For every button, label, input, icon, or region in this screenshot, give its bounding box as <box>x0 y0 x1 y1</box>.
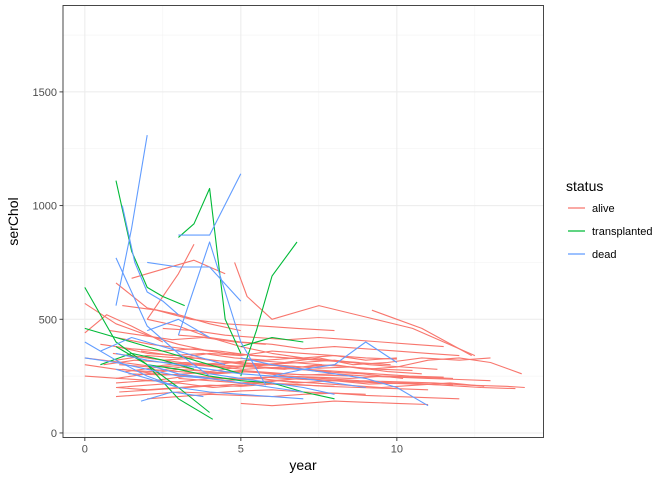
series-line-alive <box>122 305 335 332</box>
series-line-dead <box>147 261 242 302</box>
series-line-alive <box>115 350 397 361</box>
series-line-dead <box>147 318 210 338</box>
series-line-alive <box>84 357 404 379</box>
legend: status alive transplanted dead <box>566 178 653 261</box>
series-line-transplanted <box>178 187 242 354</box>
series-line-dead <box>271 341 398 377</box>
x-tick-label: 10 <box>391 444 403 456</box>
legend-title: status <box>566 178 603 194</box>
series-line-alive <box>234 262 476 357</box>
series-line-alive <box>147 392 460 400</box>
series-line-dead <box>115 368 304 400</box>
legend-label-dead: dead <box>592 249 616 261</box>
series-line-transplanted <box>240 336 304 348</box>
series-line-alive <box>100 343 351 364</box>
series-line-alive <box>84 314 164 343</box>
plot-border <box>62 5 544 438</box>
series-line-alive <box>84 302 210 352</box>
series-line-alive <box>240 400 429 407</box>
y-axis-title: serChol <box>5 197 21 245</box>
series-line-transplanted <box>240 241 298 377</box>
series-line-dead <box>209 373 335 395</box>
series-line-alive <box>115 375 454 384</box>
x-tick-label: 5 <box>238 444 244 456</box>
series-line-dead <box>140 391 204 402</box>
data-lines <box>84 135 525 420</box>
series-line-alive <box>147 368 491 382</box>
series-line-dead <box>115 352 366 389</box>
series-line-dead <box>178 173 242 236</box>
series-line-alive <box>115 389 366 398</box>
y-tick-label: 1000 <box>33 201 57 213</box>
series-line-dead <box>115 257 210 377</box>
x-axis-title: year <box>289 457 317 473</box>
series-line-dead <box>147 364 304 393</box>
series-line-dead <box>177 241 267 386</box>
series-line-alive <box>115 346 522 375</box>
x-axis: 0 5 10 <box>82 437 403 456</box>
series-line-alive <box>109 330 266 345</box>
series-line-transplanted <box>115 346 210 413</box>
legend-label-transplanted: transplanted <box>592 226 653 238</box>
series-line-alive <box>162 327 444 348</box>
major-gridlines <box>63 5 544 438</box>
series-line-alive <box>146 243 195 320</box>
y-tick-label: 500 <box>39 314 57 326</box>
series-line-alive <box>115 383 335 391</box>
series-line-alive <box>178 334 460 357</box>
y-axis: 0 500 1000 1500 <box>33 87 63 440</box>
x-tick-label: 0 <box>82 444 88 456</box>
series-line-dead <box>240 357 429 407</box>
series-line-transplanted <box>84 327 241 375</box>
series-line-dead <box>115 135 148 306</box>
series-line-alive <box>162 361 413 371</box>
minor-gridlines <box>63 5 544 438</box>
series-line-dead <box>121 205 179 316</box>
series-line-dead <box>100 336 226 366</box>
series-line-transplanted <box>115 180 185 307</box>
series-line-alive <box>371 309 472 357</box>
y-tick-label: 0 <box>51 428 57 440</box>
y-tick-label: 1500 <box>33 87 57 99</box>
legend-label-alive: alive <box>592 203 615 215</box>
series-line-dead <box>84 357 210 379</box>
plot-panel <box>63 5 544 438</box>
